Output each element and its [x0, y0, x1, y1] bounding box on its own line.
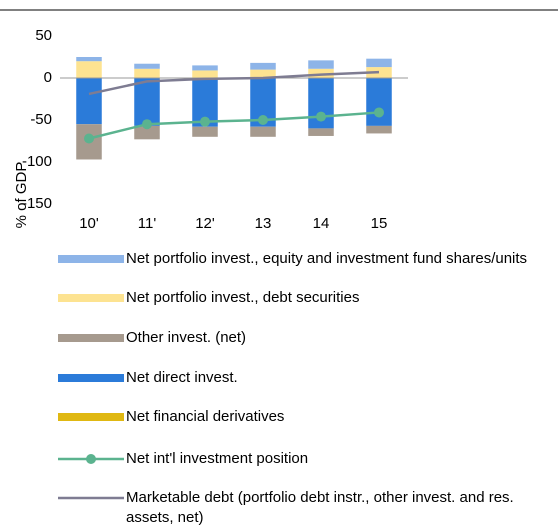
bar	[366, 125, 392, 134]
legend-label: Net portfolio invest., debt securities	[126, 289, 360, 306]
x-tick-label: 14	[313, 215, 330, 232]
legend-item: Net financial derivatives	[58, 407, 548, 427]
legend-label: Net financial derivatives	[126, 408, 285, 425]
legend-swatch	[58, 294, 124, 302]
legend-label: Marketable debt (portfolio debt instr., …	[126, 489, 514, 526]
bar	[76, 78, 102, 125]
legend-swatch	[58, 334, 124, 342]
bar	[134, 78, 160, 126]
y-tick-label: 0	[44, 69, 52, 86]
bar	[76, 57, 102, 62]
bar	[250, 69, 276, 78]
bar	[308, 60, 334, 69]
bar	[134, 125, 160, 140]
y-tick-label: 50	[35, 27, 52, 44]
line	[88, 111, 380, 140]
legend-swatch-rect	[58, 294, 124, 302]
x-tick-label: 11'	[138, 215, 157, 232]
bar	[76, 61, 102, 78]
y-tick-label: -50	[30, 111, 52, 128]
legend-label: Other invest. (net)	[126, 329, 247, 346]
legend-label: Net portfolio invest., equity and invest…	[126, 250, 528, 267]
bar	[250, 126, 276, 137]
legend-swatch-rect	[58, 334, 124, 342]
bar	[134, 68, 160, 78]
marker	[84, 133, 94, 144]
legend-item: Net portfolio invest., debt securities	[58, 288, 548, 308]
legend-item: Marketable debt (portfolio debt instr., …	[58, 488, 548, 528]
bar	[250, 62, 276, 70]
y-axis-label: % of GDP	[13, 162, 30, 229]
legend-swatch	[58, 413, 124, 421]
x-tick-label: 12'	[195, 215, 215, 232]
x-tick-label: 15	[371, 215, 388, 232]
line	[88, 70, 380, 96]
legend-swatch-rect	[58, 413, 124, 421]
bar	[308, 128, 334, 136]
legend-swatch	[58, 255, 124, 263]
legend-label: Net int'l investment position	[126, 450, 309, 467]
bar	[134, 63, 160, 69]
legend-swatch-marker	[86, 454, 96, 464]
marker	[142, 119, 152, 130]
marker	[316, 111, 326, 122]
legend-label: Net direct invest.	[126, 369, 238, 386]
x-tick-label: 10'	[79, 215, 99, 232]
bar	[366, 58, 392, 68]
bar	[192, 65, 218, 71]
y-tick-label: -100	[22, 153, 52, 170]
marker	[374, 107, 384, 118]
legend-item: Net int'l investment position	[58, 449, 548, 469]
x-tick-label: 13	[255, 215, 272, 232]
legend-swatch	[58, 374, 124, 382]
bar	[192, 70, 218, 78]
legend-item: Net portfolio invest., equity and invest…	[58, 249, 548, 269]
legend-swatch	[58, 496, 124, 500]
y-tick-label: -150	[22, 195, 52, 212]
bar	[366, 78, 392, 126]
legend-swatch-rect	[58, 255, 124, 263]
marker	[200, 116, 210, 127]
bar	[192, 126, 218, 137]
legend-swatch	[58, 454, 124, 464]
legend-swatch-rect	[58, 374, 124, 382]
chart: % of GDP -150 -100 -50 0 50 10' 11' 12' 13 14 15	[0, 9, 558, 232]
marker	[258, 115, 268, 125]
legend-item: Net direct invest.	[58, 368, 548, 388]
legend-item: Other invest. (net)	[58, 328, 548, 348]
bar	[308, 68, 334, 78]
